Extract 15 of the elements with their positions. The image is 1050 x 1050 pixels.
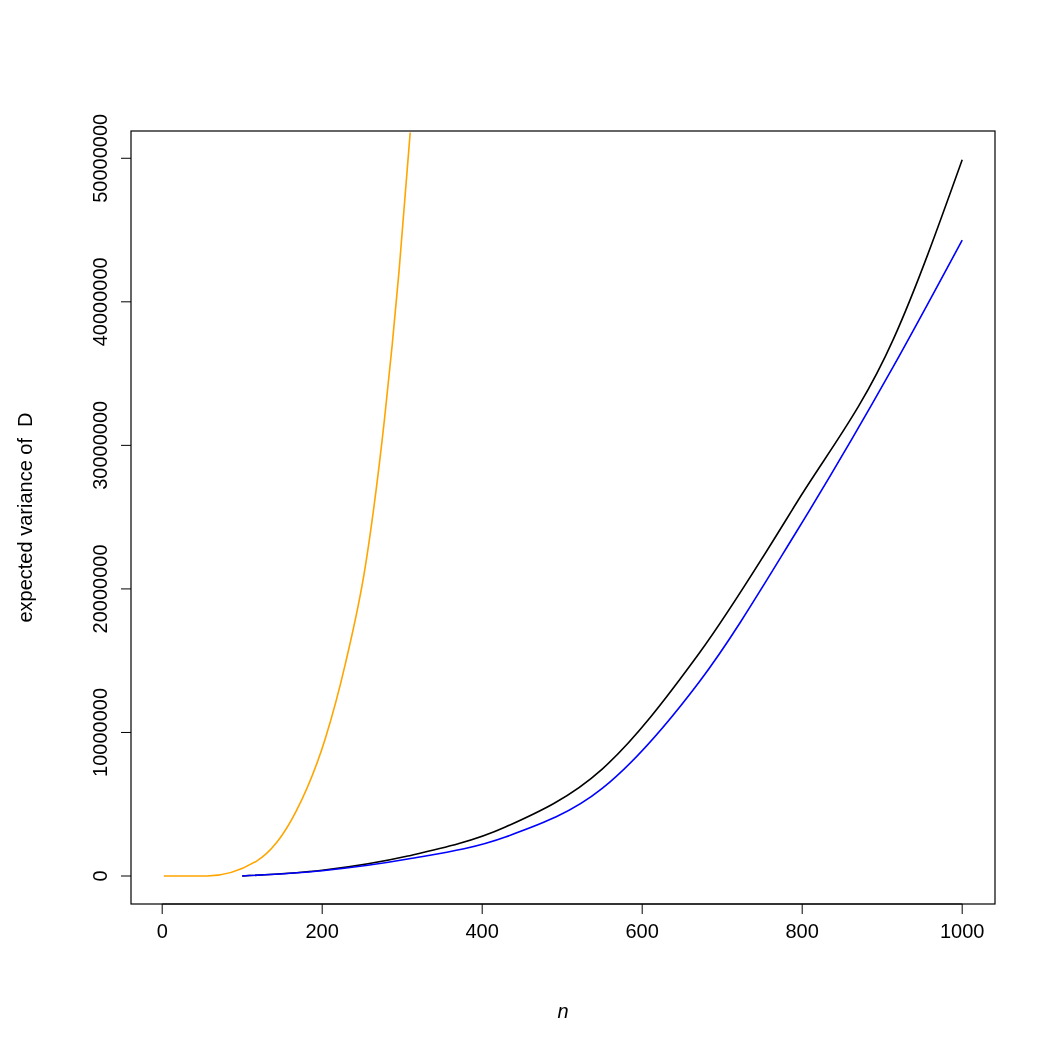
y-tick-label: 40000000 bbox=[89, 257, 111, 347]
x-tick-label: 600 bbox=[625, 920, 659, 942]
x-tick-label: 400 bbox=[465, 920, 499, 942]
x-tick-label: 1000 bbox=[939, 920, 985, 942]
x-tick-label: 200 bbox=[305, 920, 339, 942]
y-tick-label: 0 bbox=[89, 870, 111, 882]
x-tick-label: 0 bbox=[156, 920, 168, 942]
x-axis-title: n bbox=[557, 1000, 569, 1022]
line-series bbox=[163, 131, 411, 877]
y-tick-label: 50000000 bbox=[89, 113, 111, 203]
y-tick-label: 30000000 bbox=[89, 400, 111, 490]
y-tick-label: 10000000 bbox=[89, 687, 111, 777]
x-tick-label: 800 bbox=[785, 920, 819, 942]
y-axis-title: expected variance of D bbox=[14, 412, 36, 623]
y-tick-label: 20000000 bbox=[89, 544, 111, 634]
